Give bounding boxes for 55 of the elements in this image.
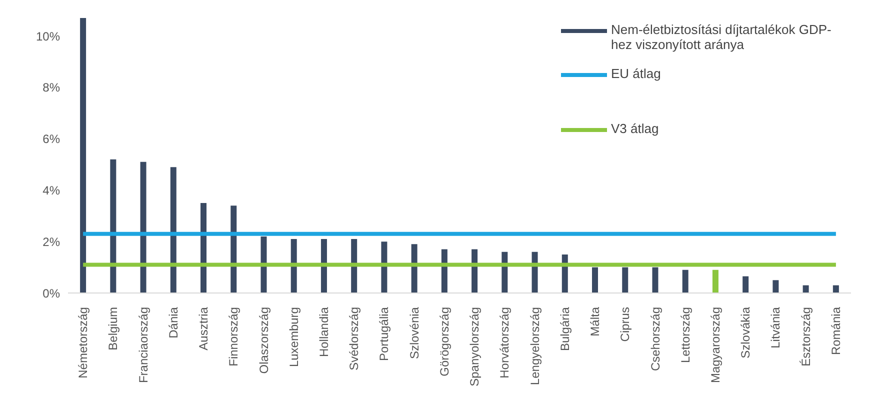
bar bbox=[592, 267, 598, 293]
bar bbox=[110, 159, 116, 293]
y-tick-label: 4% bbox=[42, 183, 60, 198]
bar bbox=[652, 267, 658, 293]
legend-label: Nem-életbiztosítási díjtartalékok GDP-hez viszonyított aránya bbox=[611, 22, 832, 52]
bar bbox=[80, 18, 86, 293]
x-tick-label: Horvátország bbox=[498, 307, 512, 378]
x-tick-label: Magyarország bbox=[708, 307, 722, 384]
bar bbox=[832, 285, 839, 293]
x-tick-label: Bulgária bbox=[558, 306, 572, 352]
x-tick-label: Spanyolország bbox=[468, 307, 482, 386]
x-tick-label: Portugália bbox=[377, 306, 392, 362]
x-tick-label: Litvánia bbox=[768, 306, 783, 348]
x-tick-label: Románia bbox=[828, 306, 843, 356]
bar bbox=[622, 267, 628, 293]
bar bbox=[802, 285, 809, 293]
x-tick-label: Finnország bbox=[226, 307, 241, 366]
x-tick-label: Lengyelország bbox=[528, 307, 542, 386]
bar bbox=[170, 167, 176, 293]
x-tick-label: Szlovénia bbox=[407, 306, 422, 360]
x-tick-label: Észtország bbox=[798, 307, 813, 366]
bar bbox=[320, 239, 327, 293]
x-tick-label: Luxemburg bbox=[286, 307, 301, 368]
x-tick-label: Hollandia bbox=[316, 306, 331, 358]
y-tick-label: 0% bbox=[42, 286, 60, 300]
bar bbox=[381, 242, 388, 293]
x-tick-label: Szlovákia bbox=[738, 306, 753, 358]
y-tick-label: 8% bbox=[42, 80, 60, 95]
legend-label: V3 átlag bbox=[611, 121, 659, 136]
x-tick-label: Németország bbox=[76, 307, 90, 378]
x-tick-label: Dánia bbox=[166, 306, 180, 338]
x-tick-label: Svédország bbox=[347, 307, 362, 370]
x-tick-label: Ausztria bbox=[196, 306, 211, 350]
bar bbox=[682, 270, 688, 293]
bar bbox=[260, 236, 267, 293]
x-tick-label: Olaszország bbox=[256, 307, 271, 374]
bar bbox=[742, 276, 749, 293]
x-tick-label: Lettország bbox=[678, 307, 692, 364]
x-tick-label: Csehország bbox=[648, 307, 662, 372]
bar bbox=[411, 244, 418, 293]
y-tick-label: 2% bbox=[42, 234, 60, 249]
x-tick-label: Ciprus bbox=[618, 307, 632, 342]
legend-label: EU átlag bbox=[611, 66, 661, 81]
x-tick-label: Görögország bbox=[437, 307, 452, 376]
x-tick-label: Málta bbox=[588, 306, 602, 336]
bar bbox=[290, 239, 297, 293]
x-tick-label: Franciaország bbox=[136, 307, 150, 384]
x-tick-label: Belgium bbox=[106, 307, 120, 350]
bar bbox=[712, 270, 718, 293]
bar bbox=[772, 280, 779, 293]
y-tick-label: 6% bbox=[42, 132, 60, 146]
bar bbox=[200, 203, 207, 293]
y-tick-label: 10% bbox=[36, 29, 60, 44]
bar bbox=[351, 239, 358, 293]
bar bbox=[140, 162, 146, 293]
